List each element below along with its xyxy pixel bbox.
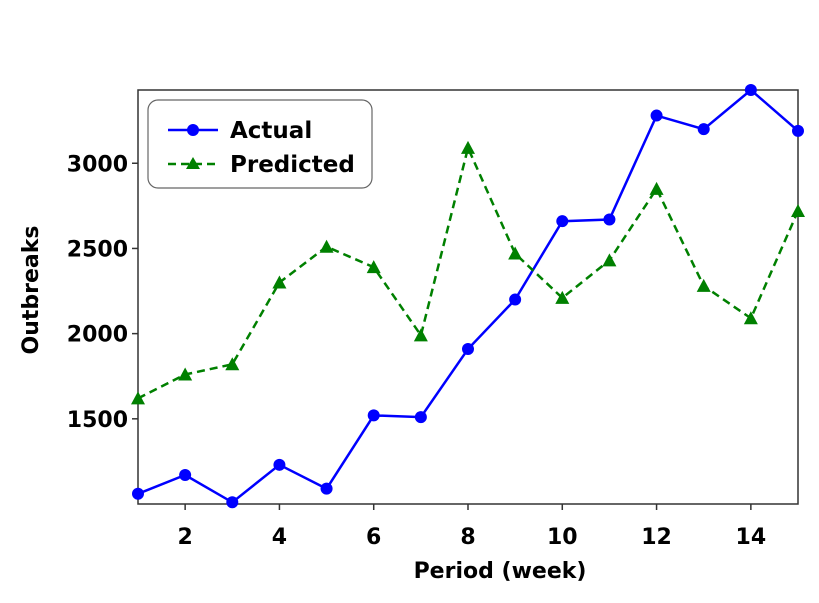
data-point-actual [273, 458, 286, 471]
data-point-actual [744, 84, 757, 96]
data-point-actual [603, 213, 616, 226]
data-point-predicted [272, 275, 287, 289]
x-tick-label: 14 [736, 525, 767, 550]
data-point-predicted [131, 391, 145, 405]
data-point-predicted [508, 246, 523, 260]
y-tick-label: 2500 [67, 237, 128, 262]
data-point-actual [320, 482, 333, 495]
data-point-predicted [319, 239, 334, 253]
series-layer [131, 84, 805, 509]
data-point-actual [650, 109, 663, 122]
legend-box [147, 99, 373, 189]
legend: Actual Predicted [147, 99, 373, 189]
data-point-predicted [178, 367, 193, 381]
data-point-predicted [413, 328, 428, 342]
legend-marker-predicted [186, 157, 200, 169]
series-line-predicted [137, 144, 800, 400]
series-predicted [131, 140, 805, 405]
y-tick-label: 2000 [67, 323, 128, 348]
x-tick-label: 8 [460, 525, 475, 550]
x-tick-label: 2 [177, 525, 192, 550]
data-point-actual [792, 124, 804, 137]
data-point-actual [414, 411, 427, 424]
y-axis-ticks: 1500 2000 2500 3000 [67, 152, 138, 433]
y-tick-label: 3000 [67, 152, 128, 177]
x-tick-label: 4 [272, 525, 287, 550]
data-point-predicted [696, 278, 711, 292]
series-actual [132, 84, 804, 509]
x-tick-label: 12 [641, 525, 672, 550]
legend-label-predicted: Predicted [230, 152, 355, 178]
data-point-actual [462, 342, 474, 355]
y-axis-label: Outbreaks [19, 226, 44, 355]
legend-marker-actual [187, 124, 199, 136]
data-point-predicted [743, 311, 758, 325]
data-point-actual [226, 496, 239, 509]
x-tick-label: 10 [547, 525, 578, 550]
data-point-predicted [555, 290, 570, 304]
data-point-predicted [602, 253, 617, 267]
data-point-predicted [366, 260, 381, 274]
data-point-predicted [649, 181, 664, 195]
x-tick-label: 6 [366, 525, 381, 550]
data-point-actual [697, 123, 710, 136]
data-point-actual [367, 409, 380, 422]
legend-label-actual: Actual [230, 118, 312, 144]
data-point-actual [509, 293, 522, 306]
data-point-predicted [461, 140, 475, 154]
data-point-predicted [791, 203, 805, 217]
data-point-actual [556, 215, 569, 228]
data-point-actual [132, 487, 144, 500]
data-point-actual [179, 469, 192, 482]
y-tick-label: 1500 [67, 408, 128, 433]
data-point-predicted [225, 357, 240, 371]
x-axis-label: Period (week) [414, 559, 587, 584]
x-axis-ticks: 2 4 6 8 10 12 14 [177, 504, 766, 550]
